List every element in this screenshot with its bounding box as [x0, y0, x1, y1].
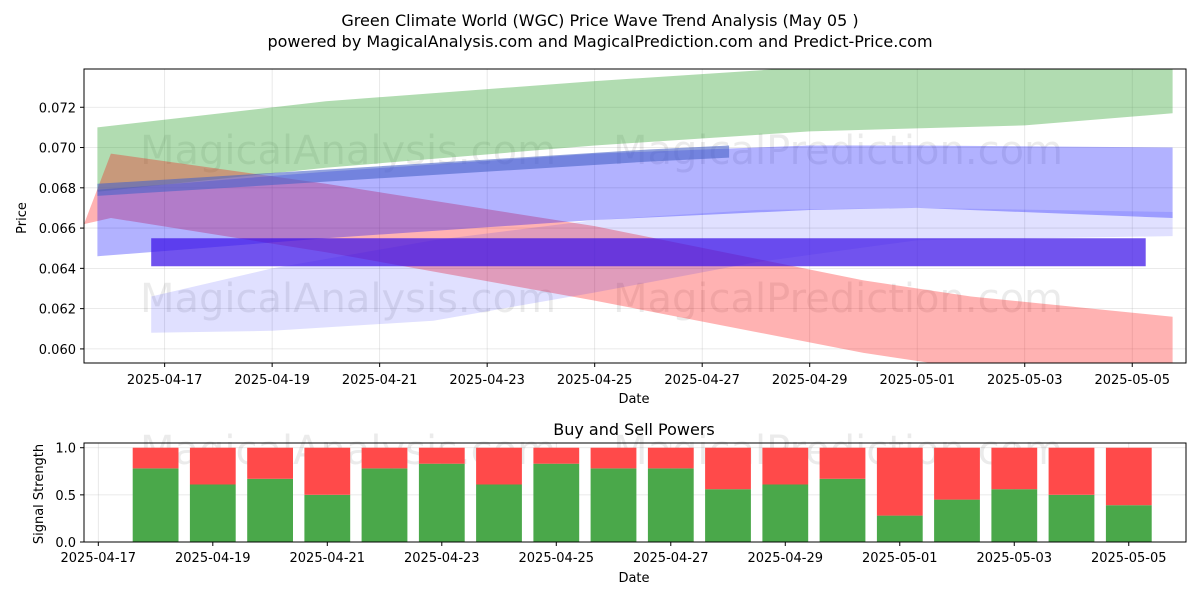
- buy-bar: [876, 515, 923, 542]
- sell-bar: [876, 447, 923, 516]
- bottom-x-tick-label: 2025-04-27: [633, 551, 709, 566]
- sell-bar: [1048, 447, 1095, 495]
- top-y-tick-label: 0.062: [39, 303, 76, 318]
- top-x-tick-label: 2025-04-23: [449, 373, 525, 388]
- top-x-tick-label: 2025-05-03: [987, 373, 1063, 388]
- bottom-y-axis-title: Signal Strength: [32, 444, 47, 544]
- slate-line-band: [97, 145, 730, 196]
- bottom-x-tick-label: 2025-04-19: [175, 551, 251, 566]
- sell-bar: [991, 447, 1038, 490]
- buy-bar: [1048, 494, 1095, 542]
- buy-bar: [418, 463, 465, 542]
- bottom-x-tick-label: 2025-05-01: [862, 551, 938, 566]
- top-y-tick-label: 0.064: [39, 262, 76, 277]
- bottom-x-axis-title: Date: [618, 571, 649, 586]
- sell-bar: [647, 447, 694, 469]
- sell-bar: [1105, 447, 1152, 506]
- sell-bar: [361, 447, 408, 469]
- buy-bar: [476, 484, 522, 542]
- bottom-x-tick-label: 2025-04-29: [747, 551, 823, 566]
- top-x-tick-label: 2025-04-29: [772, 373, 848, 388]
- top-y-tick-label: 0.060: [39, 343, 76, 358]
- buy-bar: [132, 468, 179, 542]
- buy-bar: [991, 489, 1038, 542]
- top-x-tick-label: 2025-04-19: [234, 373, 310, 388]
- top-x-tick-label: 2025-04-25: [557, 373, 633, 388]
- price-wave-plot: MagicalAnalysis.com MagicalPrediction.com…: [39, 68, 1187, 388]
- buy-bar: [304, 494, 351, 542]
- top-y-tick-label: 0.066: [39, 222, 76, 237]
- bottom-x-tick-label: 2025-04-17: [61, 551, 137, 566]
- top-x-axis-title: Date: [618, 392, 649, 407]
- buy-bar: [705, 489, 751, 542]
- bottom-x-tick-label: 2025-05-03: [976, 551, 1052, 566]
- buy-bar: [762, 484, 809, 542]
- sell-bar: [762, 447, 809, 485]
- bottom-y-tick-label: 0.0: [55, 536, 76, 551]
- chart-title: Green Climate World (WGC) Price Wave Tre…: [341, 11, 858, 30]
- green-wave-band: [97, 69, 1173, 192]
- bottom-x-tick-label: 2025-05-05: [1091, 551, 1167, 566]
- buy-bar: [819, 478, 866, 542]
- sell-bar: [304, 447, 351, 495]
- bottom-plot-frame: [83, 442, 1187, 543]
- sell-bar: [934, 447, 980, 500]
- buy-sell-plot: MagicalAnalysis.comMagicalPrediction.com…: [55, 428, 1187, 566]
- bottom-x-tick-label: 2025-04-23: [404, 551, 480, 566]
- top-y-tick-label: 0.072: [39, 101, 76, 116]
- sell-bar: [590, 447, 637, 469]
- top-y-tick-label: 0.070: [39, 142, 76, 157]
- bottom-x-tick-label: 2025-04-25: [519, 551, 595, 566]
- chart-subtitle: powered by MagicalAnalysis.com and Magic…: [267, 32, 932, 51]
- top-x-tick-label: 2025-05-05: [1094, 373, 1170, 388]
- sell-bar: [533, 447, 580, 464]
- buy-bar: [934, 499, 980, 542]
- watermark-text: MagicalPrediction.com: [613, 276, 1063, 322]
- purple-flat-band: [151, 238, 1146, 267]
- sell-bar: [476, 447, 522, 485]
- top-x-tick-label: 2025-04-27: [664, 373, 740, 388]
- sell-bar: [132, 447, 179, 469]
- buy-bar: [590, 468, 637, 542]
- bottom-y-tick-label: 0.5: [55, 489, 76, 504]
- buy-bar: [361, 468, 408, 542]
- buy-bar: [1105, 505, 1152, 542]
- bottom-x-tick-label: 2025-04-21: [290, 551, 366, 566]
- top-x-tick-label: 2025-04-17: [127, 373, 203, 388]
- top-y-axis-title: Price: [15, 202, 30, 234]
- buy-bar: [189, 484, 236, 542]
- watermark-group: MagicalAnalysis.com MagicalPrediction.com…: [140, 128, 1063, 322]
- bottom-chart-title: Buy and Sell Powers: [553, 420, 715, 439]
- top-x-tick-label: 2025-05-01: [879, 373, 955, 388]
- buy-bar: [247, 478, 293, 542]
- watermark-text: MagicalAnalysis.com: [140, 276, 556, 322]
- sell-bar: [705, 447, 751, 490]
- top-x-tick-label: 2025-04-21: [342, 373, 418, 388]
- top-y-tick-label: 0.068: [39, 182, 76, 197]
- buy-bar: [533, 463, 580, 542]
- buy-bar: [647, 468, 694, 542]
- sell-bar: [189, 447, 236, 485]
- sell-bar: [247, 447, 293, 479]
- sell-bar: [418, 447, 465, 464]
- bottom-y-tick-label: 1.0: [55, 442, 76, 457]
- top-plot-frame: [83, 68, 1187, 364]
- sell-bar: [819, 447, 866, 479]
